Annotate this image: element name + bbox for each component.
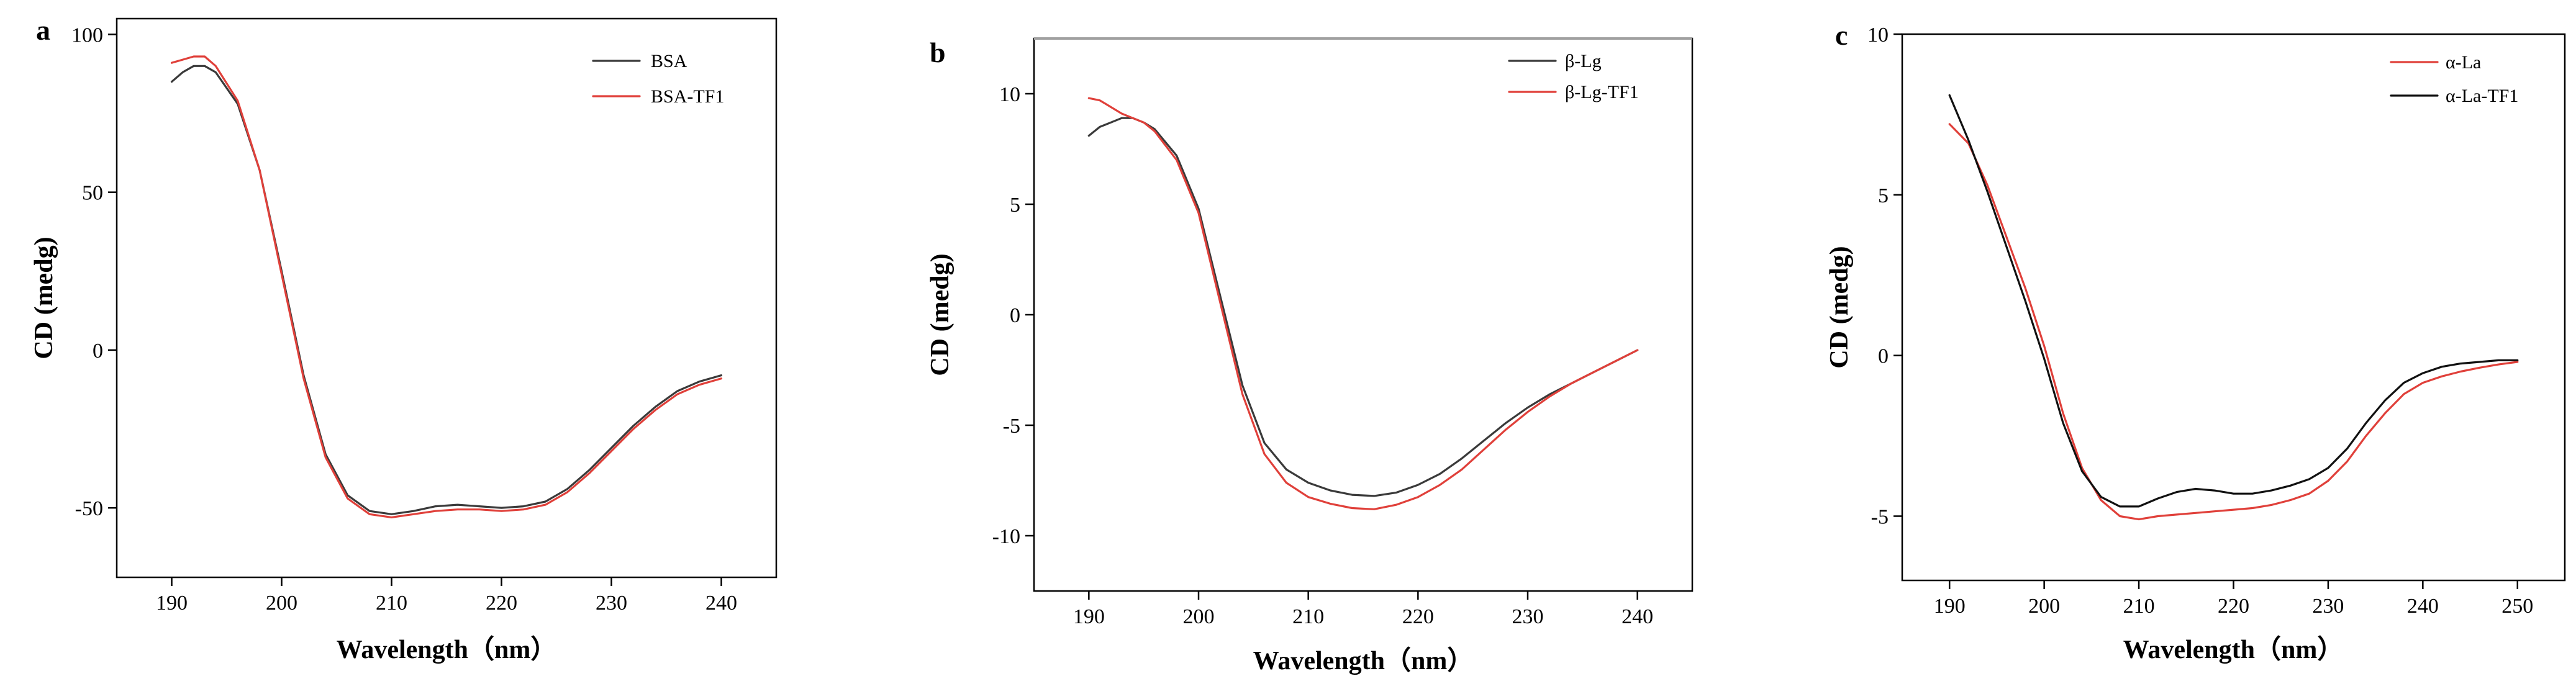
y-tick-label-10: 10 (1867, 24, 1889, 47)
x-tick-label-190: 190 (1934, 595, 1966, 618)
x-tick-label-230: 230 (596, 592, 627, 615)
panel-a-ticks: 190 200 210 220 230 240 -50 0 50 100 (71, 24, 737, 615)
x-tick-label-190: 190 (1073, 605, 1105, 628)
panel-b-y-axis-title: CD (medg) (926, 253, 955, 376)
panel-a-letter: a (36, 14, 50, 46)
panel-c-x-axis-title: Wavelength（nm） (2123, 635, 2344, 664)
panel-c-y-axis-title: CD (medg) (1825, 246, 1854, 368)
panel-b-x-axis-title: Wavelength（nm） (1253, 646, 1474, 675)
x-tick-label-230: 230 (1512, 605, 1544, 628)
series-line-b-0 (1087, 117, 1639, 497)
x-tick-label-220: 220 (2218, 595, 2249, 618)
series-line-a-1 (170, 55, 723, 518)
panel-c-series (1948, 94, 2519, 521)
legend-label-bsa-tf1: BSA-TF1 (651, 86, 724, 107)
y-tick-label-50: 50 (82, 182, 103, 205)
x-tick-label-240: 240 (1621, 605, 1653, 628)
x-tick-label-210: 210 (2123, 595, 2155, 618)
x-tick-label-240: 240 (705, 592, 737, 615)
y-tick-label--5: -5 (1003, 415, 1020, 438)
x-tick-label-220: 220 (486, 592, 517, 615)
panel-a-y-axis-title: CD (medg) (30, 237, 58, 359)
panel-a-axes-box (116, 17, 778, 579)
x-tick-label-230: 230 (2312, 595, 2344, 618)
legend-label-alpha-la-tf1: α-La-TF1 (2446, 86, 2518, 106)
x-tick-label-210: 210 (376, 592, 407, 615)
panel-b-legend: β-Lg β-Lg-TF1 (1508, 51, 1639, 102)
x-tick-label-200: 200 (266, 592, 297, 615)
x-tick-label-190: 190 (156, 592, 188, 615)
panel-b-series (1087, 97, 1639, 510)
panel-a-legend: BSA BSA-TF1 (592, 51, 724, 107)
x-tick-label-220: 220 (1402, 605, 1434, 628)
x-tick-label-200: 200 (2028, 595, 2060, 618)
series-line-c-0 (1948, 123, 2519, 521)
panel-c: c 190 200 210 220 230 240 250 -5 0 5 10 α-La α-La-… (1825, 19, 2566, 664)
y-tick-label-5: 5 (1010, 194, 1020, 217)
x-tick-label-250: 250 (2501, 595, 2533, 618)
y-tick-label-0: 0 (1878, 345, 1889, 368)
legend-label-beta-lg: β-Lg (1565, 51, 1602, 71)
panel-b-letter: b (930, 37, 946, 68)
y-tick-label--50: -50 (75, 497, 103, 520)
y-tick-label-0: 0 (93, 340, 103, 363)
y-tick-label--5: -5 (1871, 505, 1889, 528)
panel-a-series (170, 55, 723, 518)
series-line-a-0 (170, 65, 723, 515)
legend-label-alpha-la: α-La (2446, 52, 2481, 73)
panel-c-letter: c (1835, 19, 1848, 51)
panel-a-x-axis-title: Wavelength（nm） (337, 635, 557, 664)
panel-c-legend: α-La α-La-TF1 (2390, 52, 2518, 106)
y-tick-label-100: 100 (71, 24, 103, 47)
panel-b-ticks: 190 200 210 220 230 240 -10 -5 0 5 10 (992, 83, 1653, 628)
legend-label-beta-lg-tf1: β-Lg-TF1 (1565, 82, 1639, 102)
panel-b: b 190 200 210 220 230 240 -10 -5 0 5 10 β-Lg β-Lg-… (926, 37, 1694, 675)
y-tick-label--10: -10 (992, 525, 1020, 548)
panel-c-ticks: 190 200 210 220 230 240 250 -5 0 5 10 (1867, 24, 2533, 618)
x-tick-label-240: 240 (2407, 595, 2439, 618)
x-tick-label-210: 210 (1292, 605, 1324, 628)
series-line-b-1 (1087, 97, 1639, 510)
y-tick-label-0: 0 (1010, 304, 1020, 327)
legend-label-bsa: BSA (651, 51, 687, 71)
y-tick-label-5: 5 (1878, 184, 1889, 207)
series-line-c-1 (1948, 94, 2519, 508)
panel-c-axes-box (1901, 33, 2566, 582)
x-tick-label-200: 200 (1183, 605, 1215, 628)
panel-a: a 190 200 210 220 230 240 -50 0 50 100 BSA BSA-TF… (30, 14, 778, 664)
y-tick-label-10: 10 (999, 83, 1020, 106)
